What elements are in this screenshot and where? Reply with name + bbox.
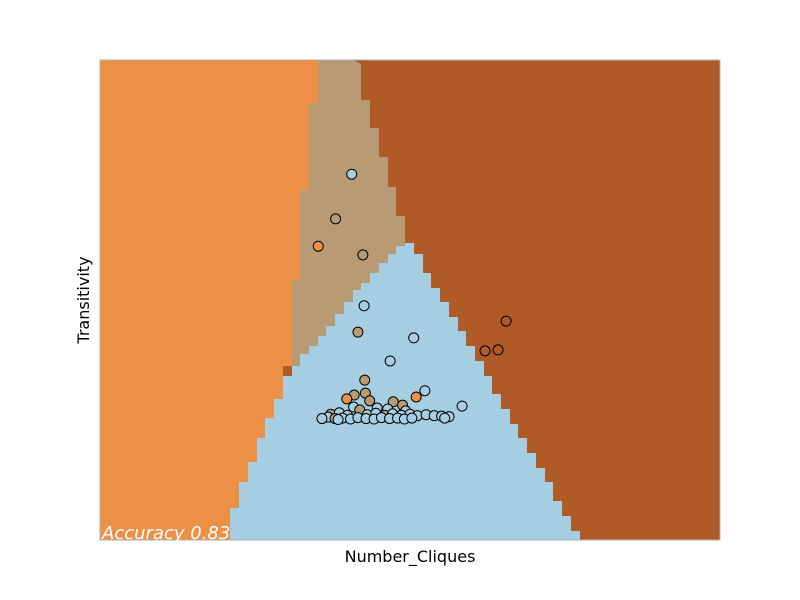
scatter-point — [316, 413, 328, 425]
scatter-point — [341, 393, 353, 405]
scatter-point — [346, 168, 358, 180]
scatter-point — [364, 395, 376, 407]
accuracy-annotation: Accuracy 0.83 — [101, 523, 230, 544]
x-axis-label: Number_Cliques — [345, 547, 476, 567]
scatter-point — [384, 355, 396, 367]
scatter-point — [352, 326, 364, 338]
scatter-point — [439, 412, 451, 424]
scatter-point — [358, 300, 370, 312]
scatter-point — [357, 249, 369, 261]
scatter-point — [332, 414, 344, 426]
scatter-point — [312, 240, 324, 252]
scatter-point — [330, 213, 342, 225]
scatter-point — [406, 412, 418, 424]
region-light-blue — [230, 243, 580, 540]
y-axis-label: Transitivity — [74, 256, 93, 344]
scatter-point — [410, 391, 422, 403]
scatter-points — [312, 168, 512, 426]
scatter-point — [419, 385, 431, 397]
plot-frame — [99, 59, 721, 541]
scatter-point — [479, 345, 491, 357]
region-orange — [100, 60, 318, 540]
scatter-point — [359, 374, 371, 386]
scatter-point — [408, 332, 420, 344]
scatter-point — [500, 315, 512, 327]
decision-regions — [100, 60, 720, 540]
scatter-point — [456, 400, 468, 412]
scatter-point — [492, 344, 504, 356]
